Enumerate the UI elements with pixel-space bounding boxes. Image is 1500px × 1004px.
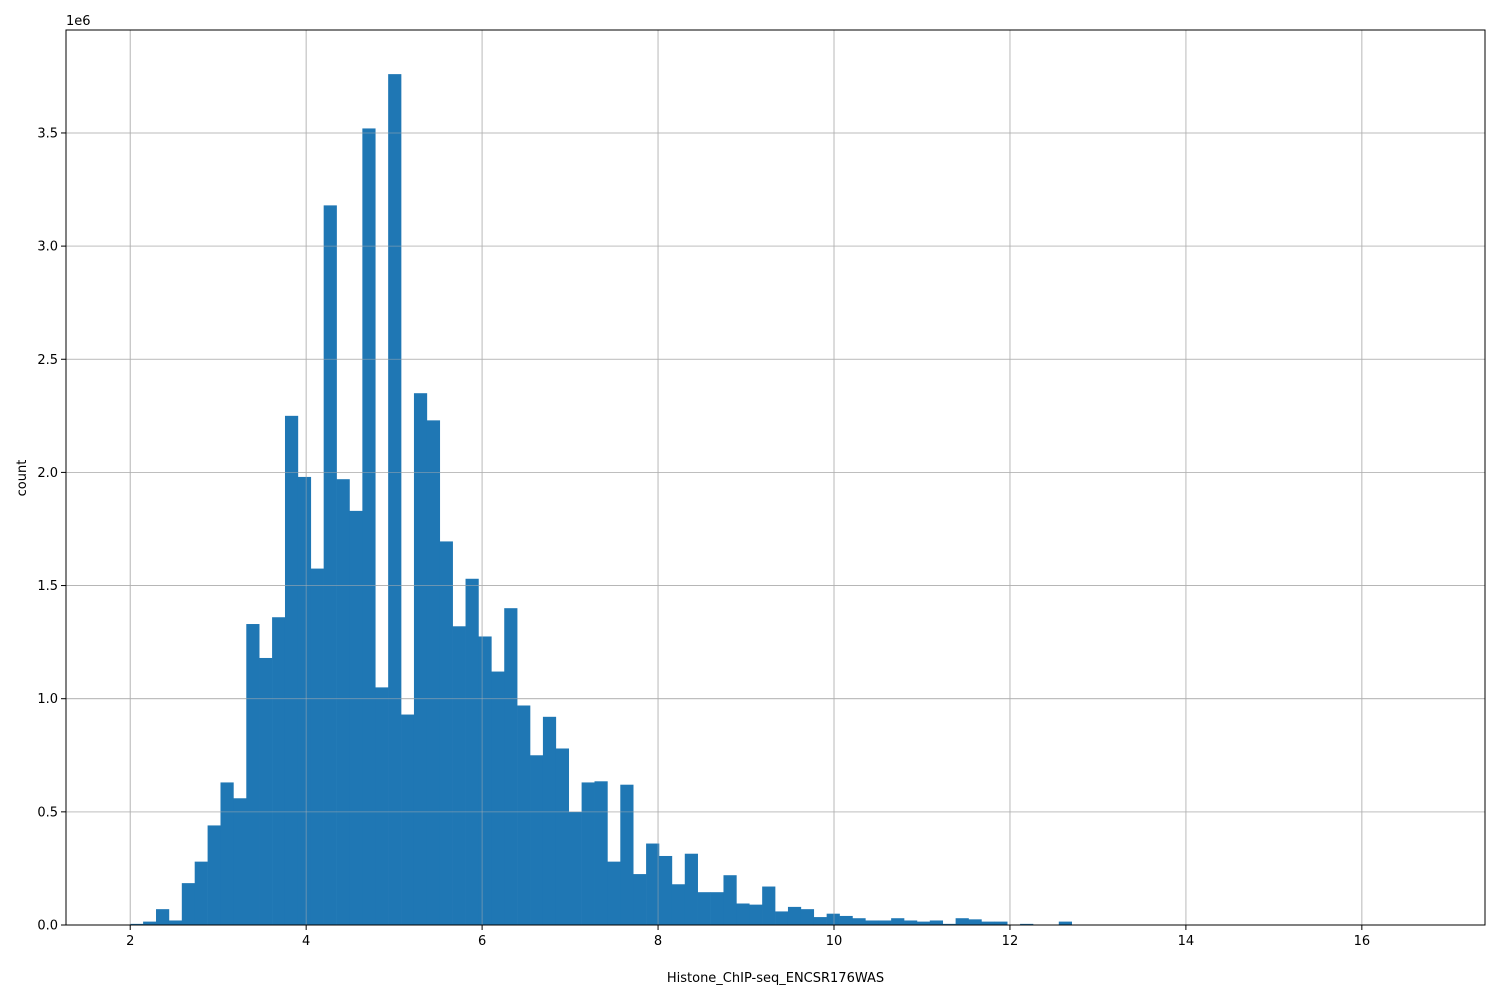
bars [130, 74, 1420, 925]
histogram-bar [904, 920, 917, 925]
histogram-bar [633, 874, 646, 925]
y-axis-label: count [15, 460, 30, 497]
histogram-bar [298, 477, 311, 925]
histogram-bar [427, 420, 440, 925]
histogram-bar [169, 920, 182, 925]
histogram-bar [569, 812, 582, 925]
histogram-bar [543, 717, 556, 925]
histogram-bar [840, 916, 853, 925]
histogram-bar [259, 658, 272, 925]
histogram-bar [917, 922, 930, 925]
histogram-bar [440, 541, 453, 925]
histogram-bar [672, 884, 685, 925]
histogram-bar [711, 892, 724, 925]
x-tick-label: 8 [654, 934, 662, 949]
histogram-bar [749, 905, 762, 925]
histogram-bar [156, 909, 169, 925]
histogram-bar [659, 856, 672, 925]
x-tick-label: 4 [302, 934, 310, 949]
histogram-bar [517, 705, 530, 925]
x-tick-label: 16 [1354, 934, 1371, 949]
histogram-bar [762, 887, 775, 925]
histogram-bar [414, 393, 427, 925]
histogram-bar [646, 844, 659, 925]
y-axis-ticks: 0.0 0.5 1.0 1.5 2.0 2.5 3.0 3.5 [37, 126, 66, 933]
y-tick-label: 1.0 [37, 692, 58, 707]
histogram-bar [478, 636, 491, 925]
x-tick-label: 14 [1178, 934, 1195, 949]
x-tick-label: 2 [126, 934, 134, 949]
y-tick-label: 3.5 [37, 126, 58, 141]
histogram-bar [362, 128, 375, 925]
y-tick-label: 0.0 [37, 919, 58, 934]
histogram-bar [981, 922, 994, 925]
histogram-bar [401, 715, 414, 925]
histogram-bar [878, 920, 891, 925]
histogram-bar [504, 608, 517, 925]
histogram-bar [814, 917, 827, 925]
histogram-bar [233, 798, 246, 925]
histogram-bar [969, 919, 982, 925]
histogram-bar [311, 569, 324, 925]
histogram-bar [246, 624, 259, 925]
histogram-bar [182, 883, 195, 925]
histogram-bar [337, 479, 350, 925]
histogram-bar [865, 920, 878, 925]
histogram-bar [891, 918, 904, 925]
histogram-bar [375, 687, 388, 925]
histogram-bar [698, 892, 711, 925]
histogram-bar [723, 875, 736, 925]
histogram-bar [349, 511, 362, 925]
x-axis-ticks: 2 4 6 8 10 12 14 16 [126, 925, 1370, 949]
histogram-bar [930, 920, 943, 925]
histogram-bar [595, 781, 608, 925]
histogram-bar [685, 854, 698, 925]
histogram-bar [582, 782, 595, 925]
histogram-bar [801, 909, 814, 925]
x-tick-label: 12 [1002, 934, 1019, 949]
histogram-bar [788, 907, 801, 925]
y-tick-label: 1.5 [37, 579, 58, 594]
x-tick-label: 6 [478, 934, 486, 949]
histogram-bar [285, 416, 298, 925]
histogram-bar [220, 782, 233, 925]
histogram-bar [775, 911, 788, 925]
y-tick-label: 2.5 [37, 353, 58, 368]
histogram-bar [195, 862, 208, 925]
histogram-bar [208, 825, 221, 925]
histogram-bar [1059, 922, 1072, 925]
histogram-bar [607, 862, 620, 925]
histogram-bar [620, 785, 633, 925]
histogram-bar [827, 914, 840, 925]
histogram-bar [491, 672, 504, 925]
histogram-bar [466, 579, 479, 925]
histogram-bar [530, 755, 543, 925]
x-axis-label: Histone_ChIP-seq_ENCSR176WAS [667, 971, 884, 986]
histogram-bar [453, 626, 466, 925]
histogram-bar [956, 918, 969, 925]
histogram-bar [994, 922, 1007, 925]
histogram-bar [736, 904, 749, 925]
y-tick-label: 0.5 [37, 805, 58, 820]
histogram-bar [272, 617, 285, 925]
histogram-bar [143, 922, 156, 925]
histogram-bar [324, 205, 337, 925]
histogram-bar [852, 918, 865, 925]
histogram-bar [388, 74, 401, 925]
y-tick-label: 3.0 [37, 240, 58, 255]
y-offset-text: 1e6 [66, 14, 91, 29]
x-tick-label: 10 [826, 934, 843, 949]
y-tick-label: 2.0 [37, 466, 58, 481]
histogram-bar [556, 748, 569, 925]
